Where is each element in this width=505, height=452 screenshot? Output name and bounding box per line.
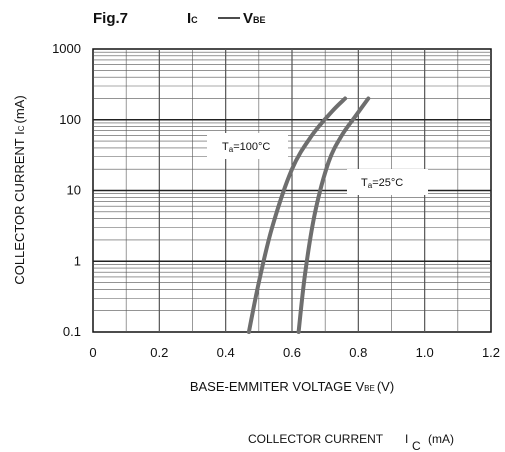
x-axis-ticks: 0 0.2 0.4 0.6 0.8 1.0 1.2 bbox=[89, 345, 500, 360]
svg-text:I: I bbox=[405, 432, 408, 446]
x-tick-label: 0 bbox=[89, 345, 96, 360]
x-tick-label: 1.0 bbox=[416, 345, 434, 360]
y-axis-ticks: 0.1 1 10 100 1000 bbox=[52, 41, 81, 339]
figure-number: Fig.7 bbox=[93, 10, 128, 27]
relation-y-sub: C bbox=[191, 15, 198, 25]
svg-text:COLLECTOR CURRENT: COLLECTOR CURRENT bbox=[248, 432, 384, 446]
svg-text:IC: IC bbox=[187, 10, 198, 27]
relation-x-sub: BE bbox=[253, 15, 266, 25]
y-axis-label: COLLECTOR CURRENT IC(mA) bbox=[12, 95, 27, 284]
y-tick-label: 10 bbox=[67, 183, 81, 198]
x-tick-label: 0.2 bbox=[150, 345, 168, 360]
grid-lines bbox=[93, 49, 491, 332]
relation-x: V bbox=[243, 10, 253, 27]
svg-text:VBE: VBE bbox=[243, 10, 266, 27]
series-line-0 bbox=[246, 96, 348, 334]
y-tick-label: 1000 bbox=[52, 41, 81, 56]
y-tick-label: 100 bbox=[59, 112, 81, 127]
x-axis-label: BASE-EMMITER VOLTAGE VBE (V) bbox=[190, 379, 394, 394]
y-tick-label: 0.1 bbox=[63, 324, 81, 339]
svg-text:(mA): (mA) bbox=[428, 432, 454, 446]
svg-text:Ta=25°C: Ta=25°C bbox=[361, 177, 403, 190]
x-tick-label: 1.2 bbox=[482, 345, 500, 360]
series-label-100c: Ta=100°C bbox=[207, 133, 288, 159]
footer-caption: COLLECTOR CURRENT I C (mA) bbox=[248, 432, 454, 452]
relation-y: I bbox=[187, 10, 191, 27]
series-label-25c: Ta=25°C bbox=[347, 169, 428, 195]
series-line-1 bbox=[296, 96, 371, 334]
svg-text:Ta=100°C: Ta=100°C bbox=[222, 141, 270, 154]
series-curves bbox=[246, 96, 371, 334]
svg-text:C: C bbox=[412, 439, 421, 452]
figure-relation: IC VBE bbox=[187, 10, 266, 27]
x-tick-label: 0.4 bbox=[217, 345, 235, 360]
y-tick-label: 1 bbox=[74, 253, 81, 268]
x-tick-label: 0.8 bbox=[349, 345, 367, 360]
x-tick-label: 0.6 bbox=[283, 345, 301, 360]
